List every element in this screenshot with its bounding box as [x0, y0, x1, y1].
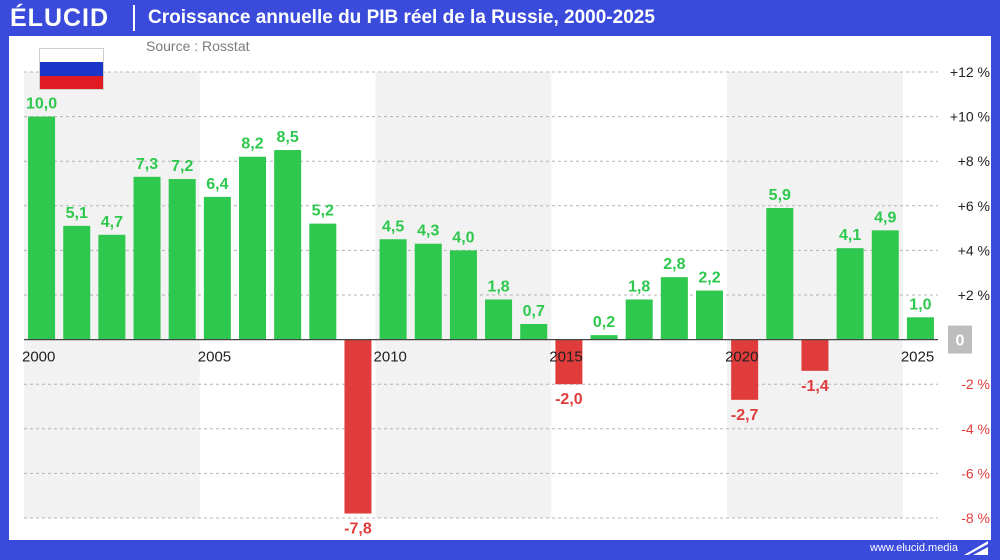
bar-value-label: 5,9 — [769, 187, 791, 204]
bar-2011 — [414, 243, 442, 340]
bar-value-label: 0,2 — [593, 314, 615, 331]
bar-value-label: 4,5 — [382, 218, 404, 235]
brand-logo[interactable]: ÉLUCID — [10, 4, 110, 32]
y-tick-label: -4 % — [961, 421, 990, 437]
bar-2012 — [449, 250, 477, 340]
y-tick-label: +6 % — [958, 198, 990, 214]
header-bar: ÉLUCID Croissance annuelle du PIB réel d… — [0, 0, 1000, 36]
footer-url-link[interactable]: www.elucid.media — [869, 542, 958, 554]
bar-value-label: 5,2 — [312, 203, 334, 220]
bar-value-label: 5,1 — [66, 205, 88, 222]
bar-2009 — [344, 339, 372, 514]
bar-2019 — [696, 290, 723, 340]
bar-value-label: 6,4 — [206, 176, 228, 193]
bar-value-label: 1,0 — [909, 296, 931, 313]
y-tick-label: -2 % — [961, 376, 990, 392]
zero-badge — [948, 325, 972, 354]
bar-value-label: 4,9 — [874, 209, 896, 226]
bar-2016 — [590, 335, 618, 340]
x-tick-label: 2000 — [22, 349, 55, 366]
bar-2018 — [660, 277, 688, 340]
source-note: Source : Rosstat — [146, 38, 250, 54]
bar-value-label: 4,1 — [839, 227, 861, 244]
bar-2013 — [485, 299, 513, 340]
y-tick-label: -8 % — [961, 510, 990, 526]
flag-stripe-white — [40, 49, 103, 63]
bar-2008 — [309, 223, 337, 340]
bar-2020 — [731, 339, 759, 400]
bar-2025 — [906, 317, 934, 340]
bar-value-label: 4,7 — [101, 214, 123, 231]
bar-2000 — [28, 116, 56, 340]
bar-2023 — [836, 248, 864, 340]
bar-value-label: 4,3 — [417, 223, 439, 240]
y-tick-label: +4 % — [958, 242, 990, 258]
bar-2014 — [520, 323, 548, 340]
x-tick-label: 2010 — [374, 349, 407, 366]
flag-stripe-blue — [40, 62, 103, 76]
bar-2021 — [766, 208, 794, 340]
flag-stripe-red — [40, 75, 103, 89]
bar-2002 — [98, 234, 126, 340]
bar-2015 — [555, 339, 583, 385]
bar-2022 — [801, 339, 829, 371]
bar-2005 — [203, 196, 231, 340]
bar-2006 — [239, 156, 266, 340]
bar-value-label: -2,7 — [731, 407, 759, 424]
y-tick-label: +10 % — [950, 109, 990, 125]
x-tick-label: 2005 — [198, 349, 231, 366]
bar-value-label: 7,3 — [136, 156, 158, 173]
bar-2007 — [274, 150, 302, 340]
bar-value-label: 8,5 — [277, 129, 299, 146]
bar-value-label: 7,2 — [171, 158, 193, 175]
bar-value-label: 1,8 — [628, 278, 650, 295]
bar-value-label: 2,2 — [698, 270, 720, 287]
bar-2024 — [871, 230, 899, 340]
y-tick-label: 0 — [956, 333, 965, 350]
x-tick-label: 2025 — [901, 349, 934, 366]
bar-2004 — [168, 179, 196, 340]
elucid-mark-icon — [964, 541, 988, 555]
bar-2003 — [133, 176, 161, 340]
x-tick-label: 2020 — [725, 349, 758, 366]
bar-value-label: -7,8 — [344, 521, 372, 538]
y-tick-label: -6 % — [961, 465, 990, 481]
y-tick-label: +8 % — [958, 153, 990, 169]
bar-value-label: 4,0 — [452, 229, 474, 246]
bar-value-label: 8,2 — [241, 136, 263, 153]
bar-value-label: 2,8 — [663, 256, 685, 273]
bar-2017 — [625, 299, 653, 340]
bar-2001 — [63, 225, 91, 340]
bar-value-label: 0,7 — [523, 303, 545, 320]
chart-title: Croissance annuelle du PIB réel de la Ru… — [148, 7, 655, 28]
bar-value-label: -1,4 — [801, 378, 829, 395]
russia-flag-icon — [39, 48, 104, 90]
bar-value-label: -2,0 — [555, 391, 583, 408]
bar-value-label: 10,0 — [26, 96, 57, 113]
bar-value-label: 1,8 — [487, 278, 509, 295]
x-tick-label: 2015 — [549, 349, 582, 366]
y-tick-label: +12 % — [950, 64, 990, 80]
bar-2010 — [379, 239, 407, 340]
logo-divider — [133, 5, 135, 31]
y-tick-label: +2 % — [958, 287, 990, 303]
